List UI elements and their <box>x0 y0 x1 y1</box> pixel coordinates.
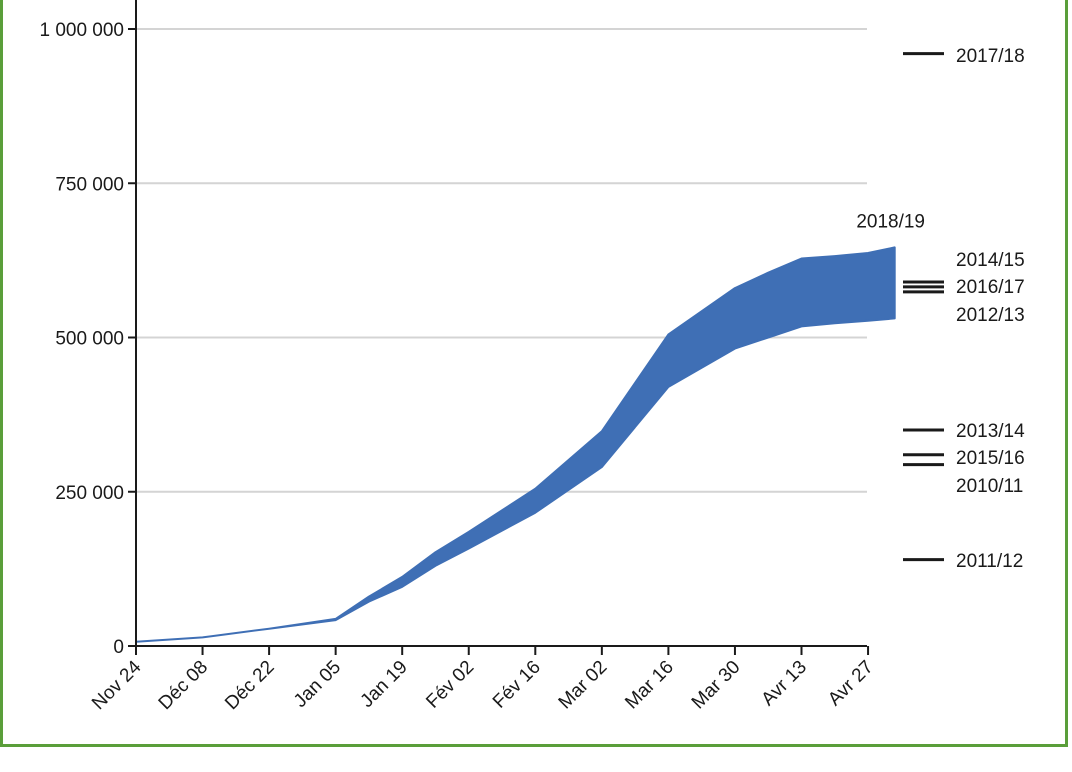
reference-label: 2013/14 <box>956 421 1025 442</box>
series-band-2018-19 <box>135 246 896 643</box>
x-tick-label: Avr 27 <box>824 657 877 710</box>
reference-label: 2014/15 <box>956 250 1025 271</box>
y-tick-label: 250 000 <box>55 483 124 504</box>
y-tick-label: 750 000 <box>55 174 124 195</box>
reference-label: 2016/17 <box>956 277 1025 298</box>
x-tick-label: Déc 22 <box>221 657 278 714</box>
x-tick-label: Jan 19 <box>357 657 412 712</box>
x-tick-label: Mar 30 <box>688 657 745 714</box>
x-tick-label: Jan 05 <box>290 657 345 712</box>
reference-label: 2011/12 <box>956 551 1023 572</box>
series-label: 2018/19 <box>856 211 925 232</box>
x-tick-label: Mar 16 <box>621 657 678 714</box>
x-tick-label: Fév 02 <box>422 657 478 713</box>
y-tick-label: 0 <box>113 637 124 658</box>
reference-label: 2017/18 <box>956 46 1025 67</box>
y-tick-label: 500 000 <box>55 329 124 350</box>
y-tick-label: 1 000 000 <box>39 20 124 41</box>
x-tick-label: Fév 16 <box>489 657 545 713</box>
reference-label: 2010/11 <box>956 476 1023 497</box>
x-tick-label: Avr 13 <box>758 657 811 710</box>
x-tick-label: Déc 08 <box>155 657 212 714</box>
x-tick-label: Nov 24 <box>88 656 146 714</box>
reference-label: 2012/13 <box>956 305 1025 326</box>
reference-label: 2015/16 <box>956 448 1025 469</box>
chart-frame <box>0 0 1068 747</box>
x-tick-label: Mar 02 <box>555 657 612 714</box>
